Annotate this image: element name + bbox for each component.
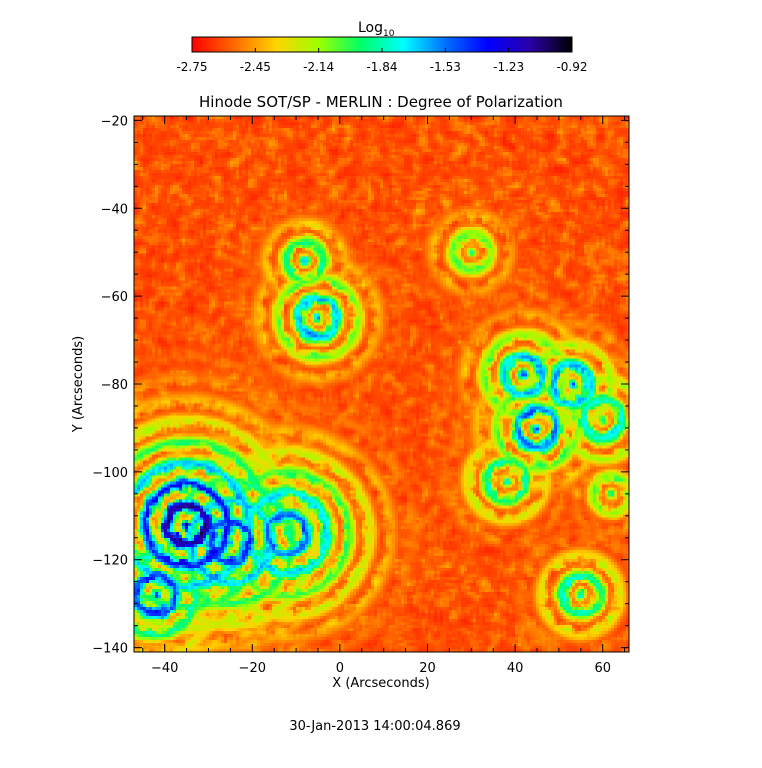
colorbar-ticks: -2.75 -2.45 -2.14 -1.84 -1.53 -1.23 -0.92: [176, 48, 588, 74]
x-axis: −40 −20 0 20 40 60: [142, 116, 626, 676]
y-tick-label: −80: [101, 378, 128, 393]
colorbar-tick-label: -2.45: [240, 60, 271, 74]
y-tick-label: −140: [92, 642, 128, 657]
x-tick-label: −40: [151, 661, 178, 676]
x-tick-label: −20: [239, 661, 266, 676]
timestamp: 30-Jan-2013 14:00:04.869: [289, 719, 460, 734]
heatmap-image: [134, 116, 629, 652]
y-tick-label: −40: [101, 202, 128, 217]
y-tick-label: −100: [92, 466, 128, 481]
colorbar: Log10 -2.75 -2.45 -2.14 -1.84 -1.53 -1.23 -0.9…: [176, 20, 587, 74]
y-tick-label: −120: [92, 554, 128, 569]
x-tick-label: 20: [419, 661, 436, 676]
colorbar-label-subscript: 10: [383, 29, 395, 39]
colorbar-tick-label: -1.23: [493, 60, 524, 74]
x-tick-label: 60: [594, 661, 611, 676]
y-tick-label: −60: [101, 290, 128, 305]
x-tick-label: 40: [507, 661, 524, 676]
colorbar-tick-label: -1.53: [430, 60, 461, 74]
colorbar-label: Log10: [358, 20, 395, 39]
y-axis-label: Y (Arcseconds): [71, 336, 86, 433]
colorbar-tick-label: -1.84: [366, 60, 397, 74]
colorbar-tick-label: -2.14: [303, 60, 334, 74]
colorbar-tick-label: -0.92: [556, 60, 587, 74]
colorbar-tick-label: -2.75: [176, 60, 207, 74]
y-tick-label: −20: [101, 114, 128, 129]
y-axis: −20 −40 −60 −80 −100 −120 −140: [92, 114, 629, 657]
x-tick-label: 0: [336, 661, 344, 676]
plot-area: −40 −20 0 20 40 60 −20 −40 −60 −80 −100 −120 −140: [92, 114, 630, 676]
x-axis-label: X (Arcseconds): [332, 676, 429, 691]
chart-title: Hinode SOT/SP - MERLIN : Degree of Polar…: [199, 93, 563, 111]
